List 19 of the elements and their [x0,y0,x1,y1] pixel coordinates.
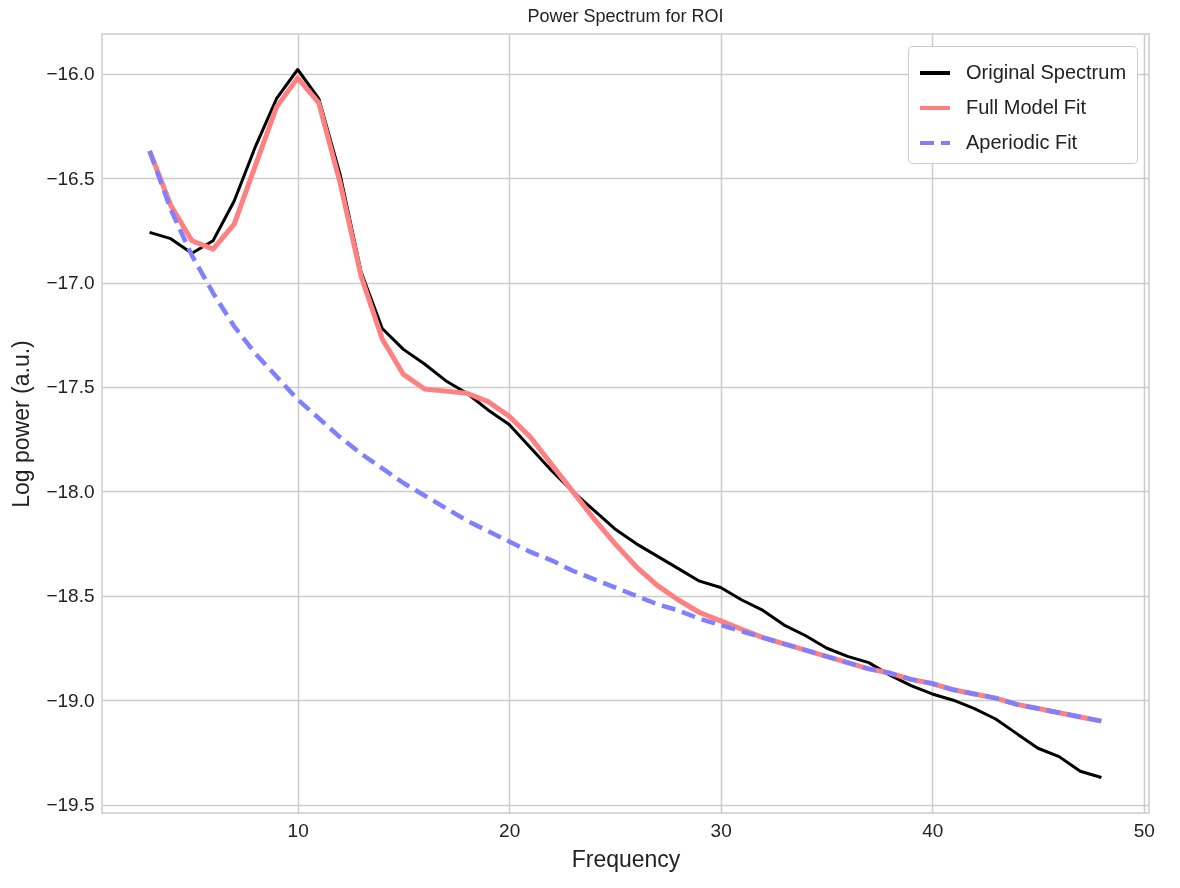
y-tick-label: −18.0 [46,480,95,502]
x-tick-label: 30 [710,819,732,841]
x-tick-label: 40 [922,819,944,841]
y-tick-label: −17.5 [46,376,95,398]
chart-title: Power Spectrum for ROI [527,6,724,26]
legend-label: Full Model Fit [966,96,1087,118]
y-tick-label: −16.0 [46,63,95,85]
legend-label: Aperiodic Fit [966,131,1078,153]
y-tick-label: −17.0 [46,272,95,294]
y-tick-label: −18.5 [46,585,95,607]
y-tick-label: −16.5 [46,167,95,189]
x-tick-label: 20 [499,819,521,841]
legend-label: Original Spectrum [966,61,1127,83]
y-tick-label: −19.5 [46,794,95,816]
x-axis-title: Frequency [571,845,681,872]
y-tick-label: −19.0 [46,689,95,711]
x-tick-label: 50 [1133,819,1155,841]
y-axis-title: Log power (a.u.) [8,340,35,508]
x-tick-label: 10 [287,819,309,841]
